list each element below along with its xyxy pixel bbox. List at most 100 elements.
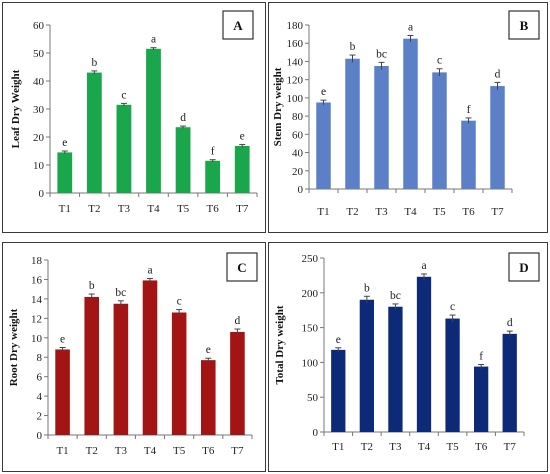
significance-letter: f [211,146,215,158]
y-tick-label: 100 [287,93,304,105]
y-tick-label: 30 [33,104,45,116]
x-tick-label: T6 [462,206,475,218]
y-tick-label: 12 [31,313,42,325]
x-tick-label: T5 [173,445,186,457]
chart-stem-dry-weight: 0 20 40 60 80 100 120 140 160 180 e T1 b T2 bc T3 a T4 c T5… [272,10,540,218]
y-tick-label: 16 [31,274,43,286]
x-tick-label: T7 [236,203,249,215]
significance-letter: bc [115,287,126,299]
x-tick-label: T4 [144,445,157,457]
significance-letter: b [364,282,370,294]
panel-label-box: C [226,252,258,282]
significance-letter: e [240,131,245,143]
bar-t3 [388,306,403,432]
y-tick-label: 150 [302,323,319,335]
y-axis-title: Leaf Dry Weight [10,69,22,148]
x-tick-label: T3 [375,206,388,218]
y-tick-label: 80 [292,111,304,123]
x-tick-label: T5 [177,203,190,215]
y-axis-title: Total Dry weight [274,305,286,384]
bar-t5 [432,72,447,189]
significance-letter: a [421,260,426,272]
bar-t1 [331,349,346,432]
panel-label: C [237,260,246,275]
y-tick-label: 160 [287,38,304,50]
panel-label-box: A [222,10,254,40]
x-tick-label: T3 [115,445,128,457]
x-tick-label: T5 [433,206,446,218]
x-tick-label: T1 [332,441,344,453]
x-tick-label: T1 [317,206,329,218]
bar-t7 [234,145,250,193]
x-tick-label: T6 [475,441,488,453]
y-tick-label: 60 [33,20,45,32]
panel-label: B [520,18,529,33]
bar-t7 [490,86,505,189]
bar-t7 [502,333,517,432]
x-tick-label: T4 [147,203,160,215]
bar-t3 [116,104,132,193]
y-tick-label: 18 [31,255,43,267]
y-tick-label: 4 [37,391,43,403]
x-tick-label: T2 [346,206,358,218]
bar-t4 [142,280,158,435]
bar-t2 [86,72,102,193]
panel-total-dry-weight: 0 50 100 150 200 250 e T1 b T2 bc T3 a T4 c T5 f T6 d T7 Tot… [268,242,548,472]
panel-label-frame [508,252,540,282]
bar-t2 [345,58,360,189]
y-tick-label: 6 [37,372,43,384]
y-tick-label: 20 [33,132,45,144]
bar-t3 [113,303,129,435]
significance-letter: c [437,55,442,67]
significance-letter: bc [390,290,401,302]
x-tick-label: T6 [207,203,220,215]
y-tick-label: 50 [307,392,319,404]
y-tick-label: 40 [292,148,304,160]
significance-letter: b [350,41,356,53]
bar-t3 [374,66,389,189]
bar-t1 [55,349,70,435]
bar-t6 [205,160,221,193]
x-tick-label: T7 [231,445,244,457]
x-tick-label: T2 [361,441,373,453]
x-tick-label: T6 [202,445,215,457]
bar-t5 [445,318,460,432]
y-tick-label: 0 [313,427,319,439]
y-axis-title: Stem Dry weight [272,67,284,146]
panel-label-box: D [508,252,540,282]
significance-letter: b [89,280,95,292]
significance-letter: f [467,104,471,116]
bar-t2 [84,296,99,435]
significance-letter: b [91,57,97,69]
y-tick-label: 40 [33,76,45,88]
significance-letter: a [151,34,156,46]
significance-letter: e [336,334,341,346]
y-tick-label: 140 [287,56,304,68]
bar-t6 [201,360,216,435]
panel-label-frame [222,10,254,40]
bar-t6 [461,120,476,189]
y-tick-label: 180 [287,20,304,32]
significance-letter: d [180,112,186,124]
significance-letter: f [479,350,483,362]
y-tick-label: 120 [287,75,304,87]
y-tick-label: 200 [302,288,319,300]
bar-t5 [175,127,191,193]
significance-letter: e [206,344,211,356]
x-tick-label: T2 [88,203,100,215]
chart-root-dry-weight: 0 2 4 6 8 10 12 14 16 18 e T1 b T2 bc T3 a T4 c T5 e T6 d T7 Roo… [8,252,258,457]
bar-t4 [403,38,418,189]
y-tick-label: 2 [37,411,43,423]
chart-total-dry-weight: 0 50 100 150 200 250 e T1 b T2 bc T3 a T4 c T5 f T6 d T7 Tot… [274,252,540,453]
y-tick-label: 10 [33,160,45,172]
panel-label: A [233,18,243,33]
significance-letter: c [121,89,126,101]
y-tick-label: 60 [292,129,304,141]
x-tick-label: T1 [59,203,71,215]
x-tick-label: T7 [491,206,504,218]
y-tick-label: 50 [33,48,45,60]
bar-t7 [230,331,245,435]
significance-letter: d [235,315,241,327]
panel-label: D [519,260,528,275]
bar-t2 [359,299,374,432]
